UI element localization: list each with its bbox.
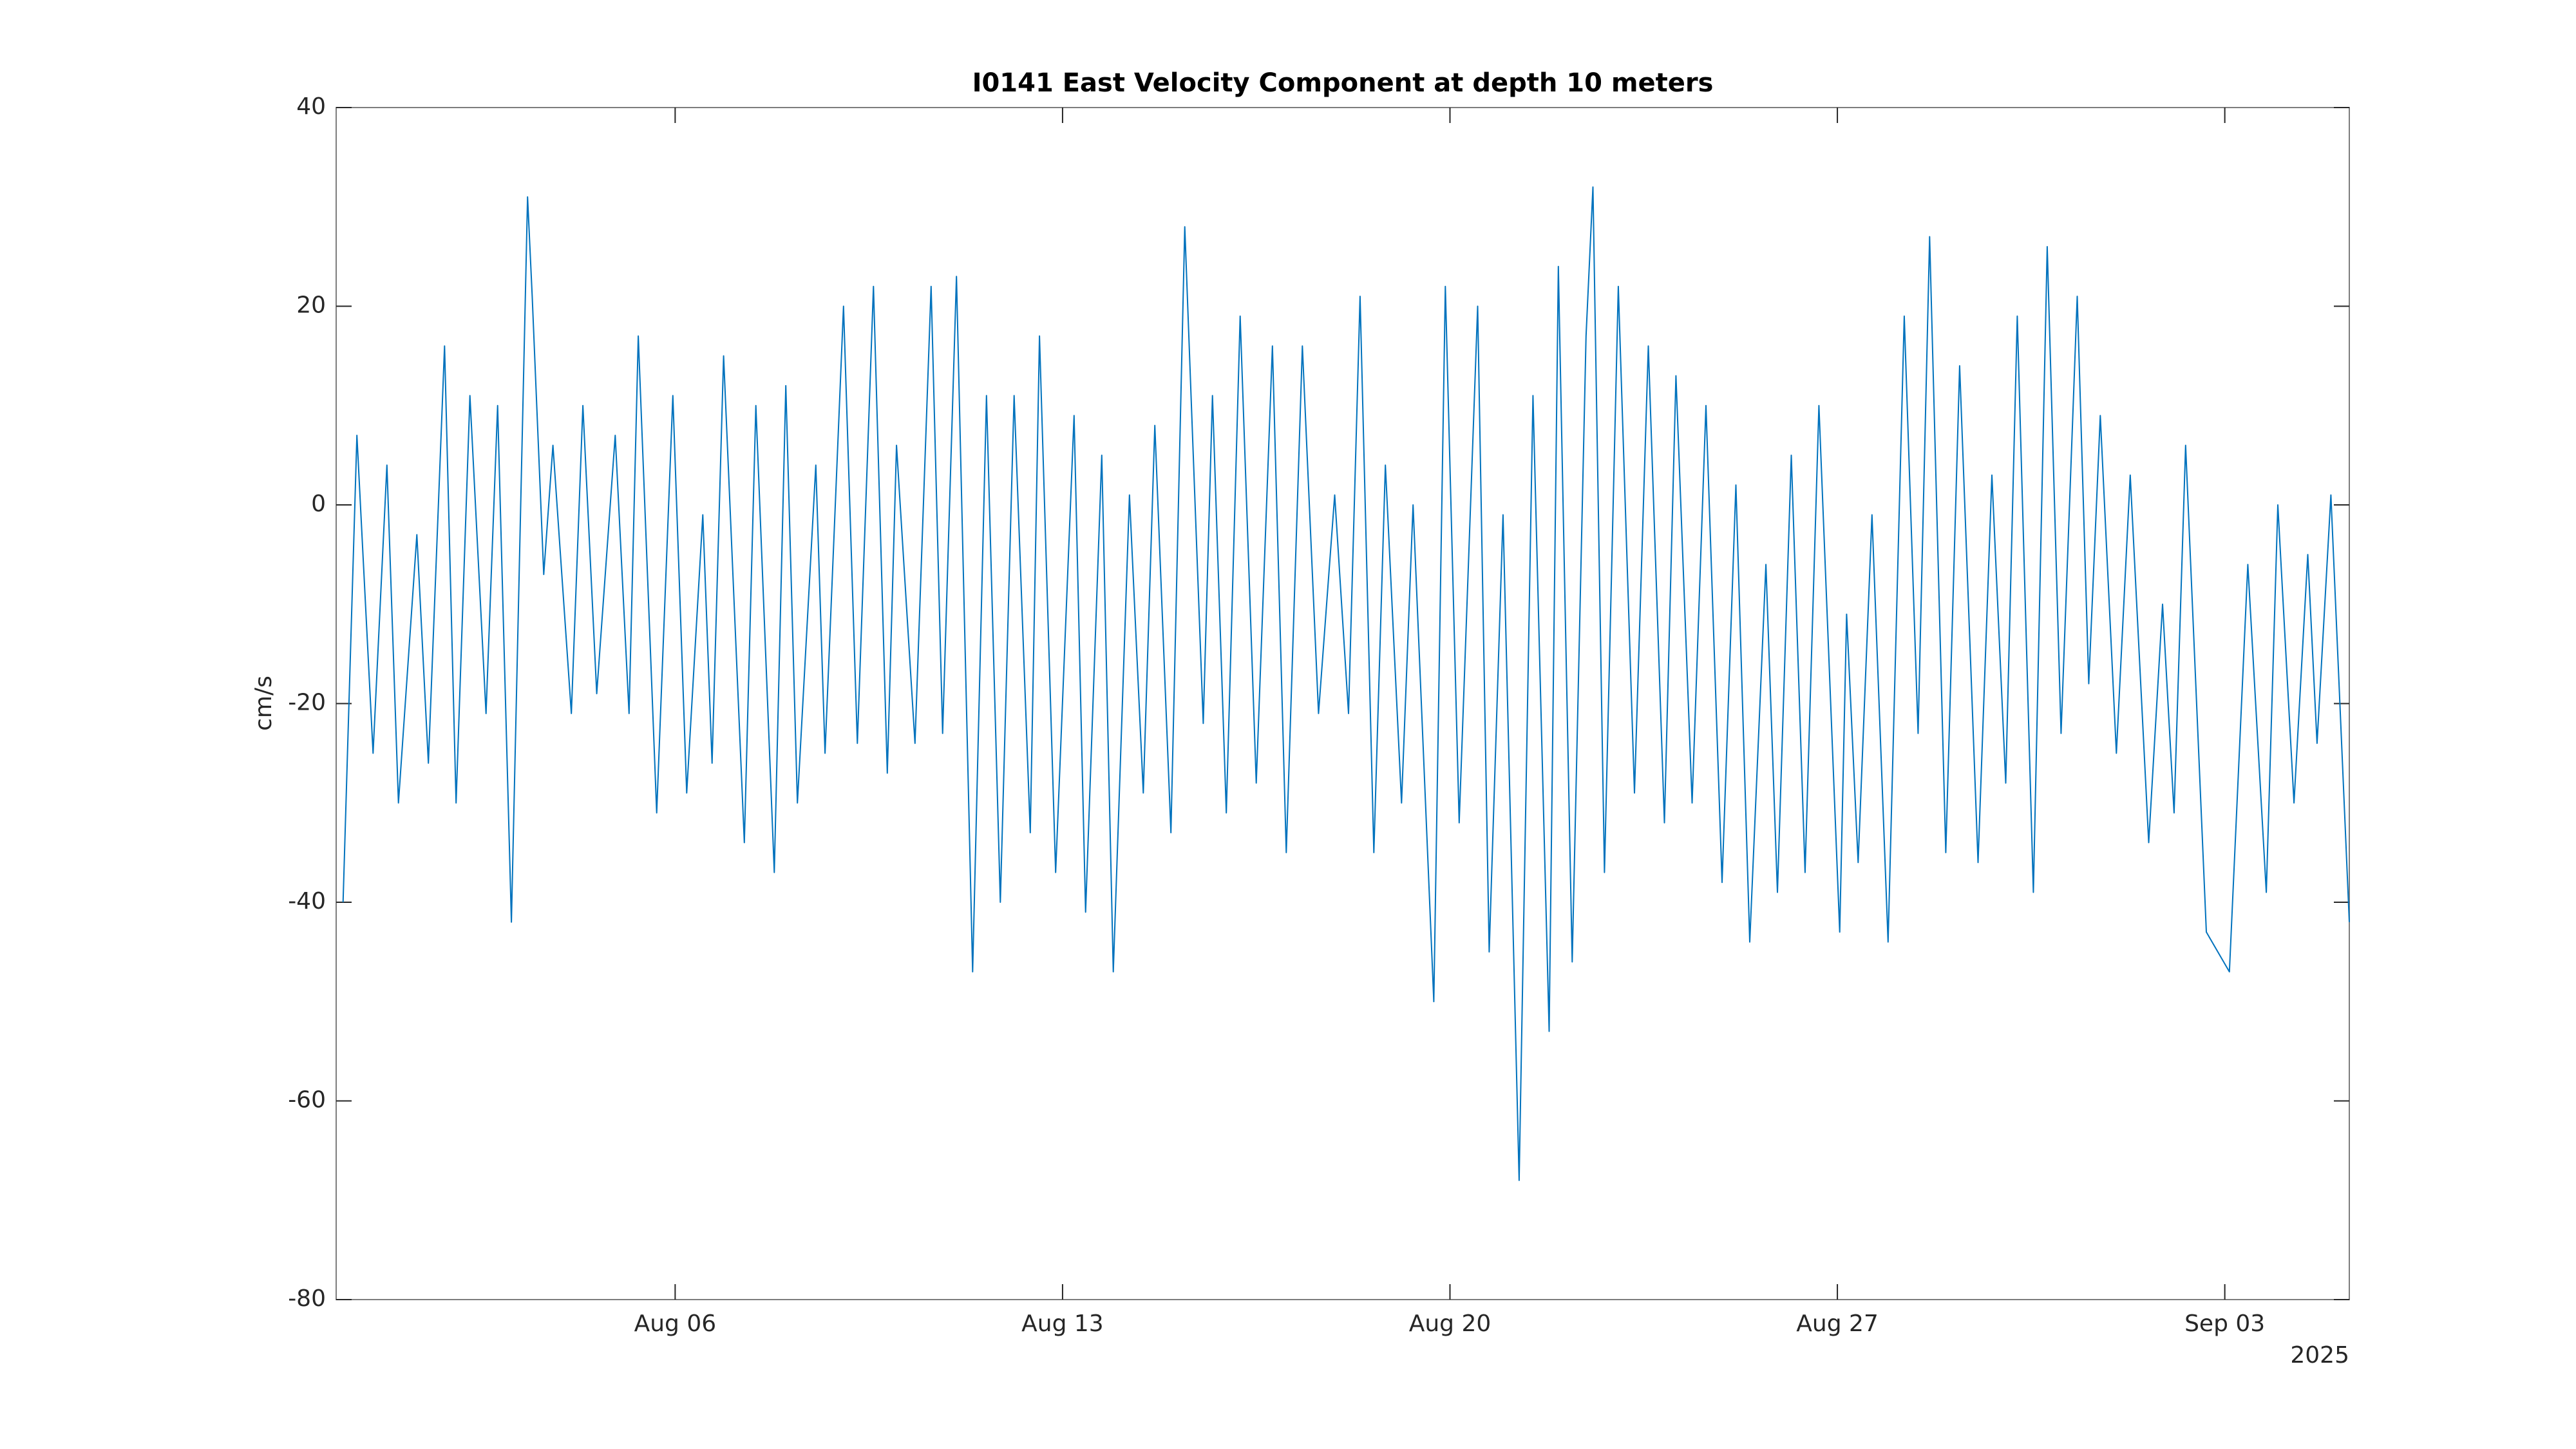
x-tick-label: Sep 03 bbox=[2184, 1311, 2265, 1337]
y-tick-label: 20 bbox=[296, 292, 326, 319]
x-year-label: 2025 bbox=[2290, 1342, 2349, 1368]
y-tick-label: -40 bbox=[288, 888, 326, 914]
chart-title: I0141 East Velocity Component at depth 1… bbox=[972, 68, 1714, 98]
y-tick-label: -20 bbox=[288, 690, 326, 716]
y-axis-label: cm/s bbox=[251, 676, 277, 731]
y-tick-label: -60 bbox=[288, 1087, 326, 1113]
x-tick-label: Aug 13 bbox=[1021, 1311, 1104, 1337]
x-tick-label: Aug 20 bbox=[1409, 1311, 1492, 1337]
data-line bbox=[342, 186, 2350, 1181]
x-tick-label: Aug 06 bbox=[634, 1311, 717, 1337]
y-tick-label: 40 bbox=[296, 93, 326, 120]
x-tick-label: Aug 27 bbox=[1796, 1311, 1879, 1337]
y-tick-label: -80 bbox=[288, 1285, 326, 1312]
y-tick-label: 0 bbox=[311, 491, 326, 517]
